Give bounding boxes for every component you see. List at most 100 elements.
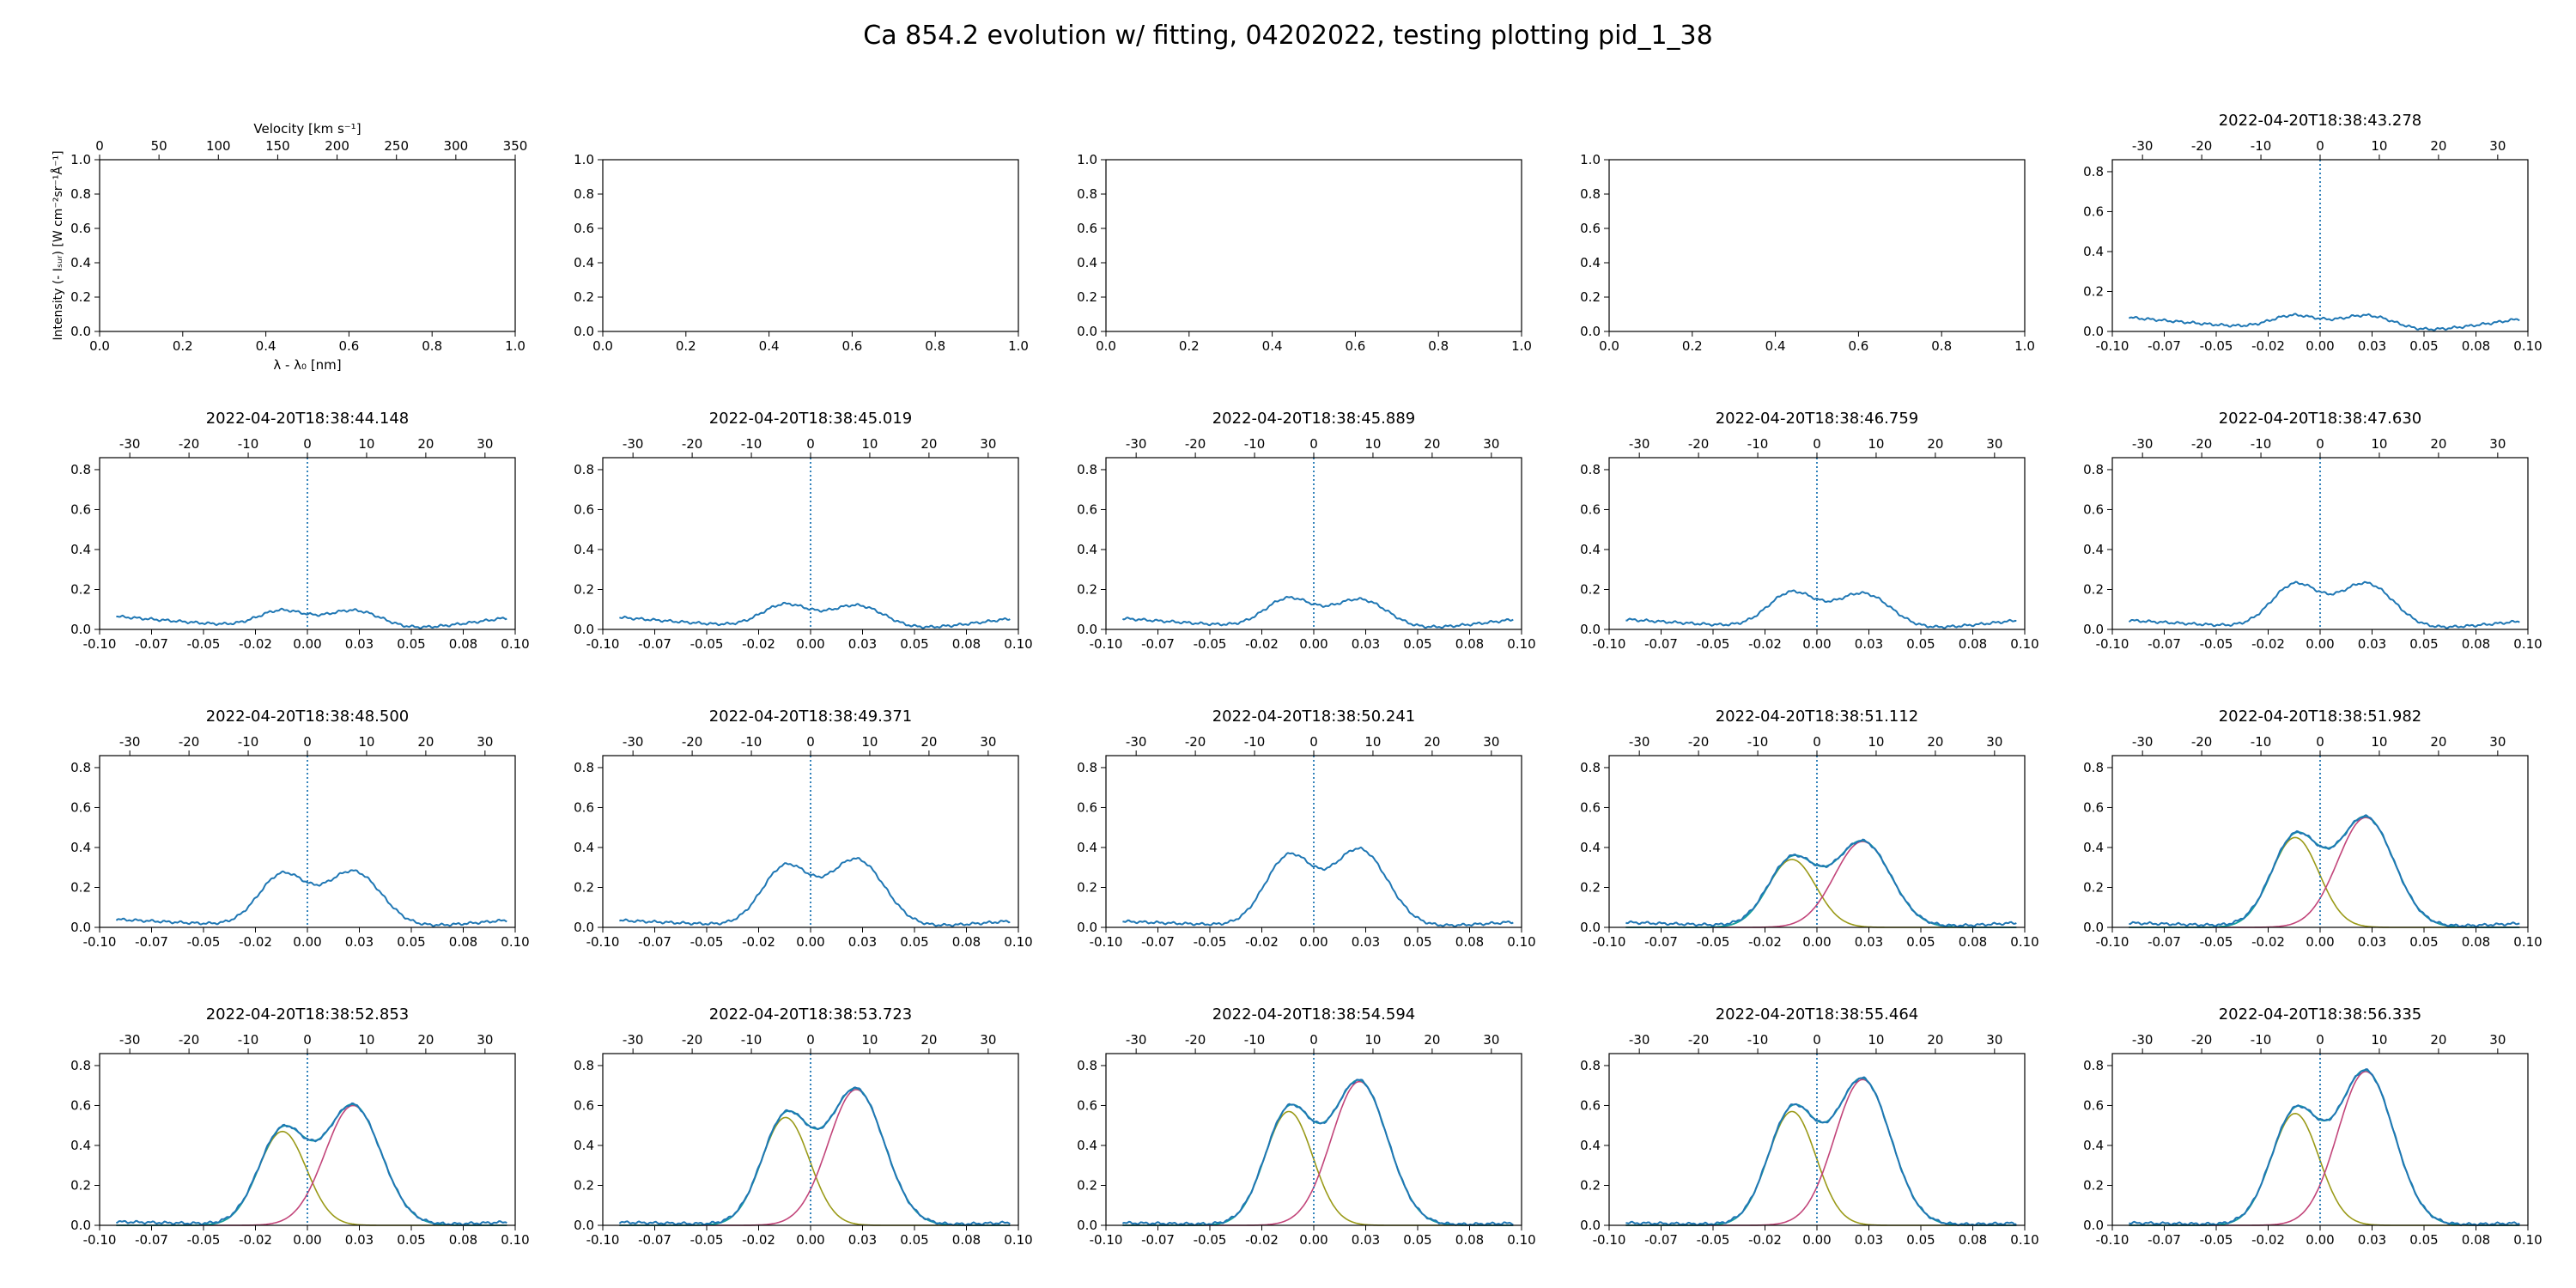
y-tick-label: 0.0 [2083,622,2104,637]
x-tick-label: -0.07 [638,636,671,652]
observed-profile [1625,1076,2017,1227]
top-tick-label: -10 [2251,1032,2272,1048]
x-tick-label: 0.10 [2513,1232,2542,1248]
y-tick-label: 0.4 [70,1138,91,1153]
top-tick-label: 30 [2489,734,2506,750]
y-tick-label: 0.0 [574,1218,594,1233]
subplot-7: -0.10 -0.07 -0.05 -0.02 0.00 0.03 0.05 0.08 0.10… [574,410,1033,652]
subplot-4: 0.0 0.2 0.4 0.6 0.8 1.0 0.0 0.2 0.4 0.6 0.8 1.0 [1580,152,2035,354]
y-tick-label: 0.2 [1580,879,1601,895]
y-tick-label: 0.2 [2083,581,2104,597]
x-tick-label: -0.05 [1194,636,1227,652]
top-tick-label: -10 [1244,734,1266,750]
subplot-6: -0.10 -0.07 -0.05 -0.02 0.00 0.03 0.05 0.08 0.10… [70,410,530,652]
x-tick-label: 0.10 [1507,636,1535,652]
y-tick-label: 0.8 [574,1058,594,1073]
top-tick-label: 20 [920,1032,937,1048]
y-tick-label: 0.4 [2083,244,2104,259]
x-tick-label: -0.02 [1245,636,1279,652]
x-tick-label: 0.4 [1765,338,1786,354]
x-tick-label: -0.10 [2096,1232,2129,1248]
top-tick-label: 30 [980,436,996,452]
x-tick-label: -0.02 [1245,1232,1279,1248]
x-tick-label: 0.6 [841,338,862,354]
top-tick-label: -20 [2191,734,2213,750]
x-tick-label: -0.05 [187,636,221,652]
top-tick-label: -30 [1126,436,1147,452]
x-tick-label: 0.6 [1345,338,1365,354]
top-tick-label: 10 [1868,734,1884,750]
top-tick-label: 30 [2489,436,2506,452]
top-tick-label: 350 [503,138,528,154]
x-tick-label: -0.10 [1593,934,1626,950]
y-tick-label: 0.4 [2083,1138,2104,1153]
top-tick-label: -30 [1629,436,1650,452]
x-tick-label: -0.02 [239,1232,272,1248]
y-tick-label: 0.4 [1580,840,1601,855]
x-tick-label: -0.05 [2200,934,2233,950]
y-tick-label: 0.0 [574,324,594,339]
fit-total [2129,815,2520,928]
axes-frame [1608,457,2026,630]
y-tick-label: 0.8 [70,186,91,202]
y-tick-label: 0.8 [574,462,594,477]
x-tick-label: 0.6 [338,338,359,354]
top-tick-label: -20 [2191,1032,2213,1048]
x-tick-label: 0.05 [2409,338,2438,354]
top-tick-label: 20 [2430,1032,2446,1048]
top-tick-label: -10 [238,436,259,452]
x-tick-label: 0.00 [293,934,321,950]
y-tick-label: 0.4 [2083,840,2104,855]
x-tick-label: -0.05 [690,636,724,652]
observed-profile [115,869,507,927]
x-tick-label: -0.07 [1141,636,1175,652]
y-tick-label: 0.4 [2083,542,2104,557]
x-tick-label: 1.0 [2014,338,2035,354]
x-tick-label: 0.03 [848,1232,877,1248]
x-tick-label: 1.0 [505,338,526,354]
y-tick-label: 0.2 [2083,1177,2104,1193]
fit-component-red [116,1104,507,1226]
fit-component-red [619,1089,1011,1226]
axes-frame [99,755,516,928]
y-tick-label: 0.0 [70,622,91,637]
y-tick-label: 0.8 [70,1058,91,1073]
x-tick-label: 0.08 [1959,934,1987,950]
axes: -0.10 -0.07 -0.05 -0.02 0.00 0.03 0.05 0.08 0.10… [574,1005,1033,1248]
subplot-16: -0.10 -0.07 -0.05 -0.02 0.00 0.03 0.05 0.08 0.10… [70,1005,530,1248]
y-tick-label: 0.0 [2083,1218,2104,1233]
axes: -0.10 -0.07 -0.05 -0.02 0.00 0.03 0.05 0.08 0.10… [70,410,530,652]
top-tick-label: -20 [1185,1032,1206,1048]
x-tick-label: -0.05 [2200,1232,2233,1248]
x-tick-label: 0.10 [2513,338,2542,354]
x-tick-label: 0.08 [449,1232,477,1248]
x-tick-label: 0.4 [1262,338,1283,354]
top-tick-label: 20 [2430,734,2446,750]
top-tick-label: -10 [1747,1032,1769,1048]
x-tick-label: -0.05 [690,934,724,950]
axes-frame [1608,159,2026,332]
subplot-10: -0.10 -0.07 -0.05 -0.02 0.00 0.03 0.05 0.08 0.10… [2083,410,2543,652]
x-tick-label: -0.05 [690,1232,724,1248]
top-tick-label: -10 [741,436,762,452]
fit-component-blue [2129,836,2520,928]
axes-frame [2111,159,2529,332]
x-tick-label: -0.07 [135,636,168,652]
observed-profile [1122,846,1514,928]
top-tick-label: 30 [2489,138,2506,154]
top-tick-label: -20 [682,734,703,750]
axes: 0.0 0.2 0.4 0.6 0.8 1.0 0.0 0.2 0.4 0.6 0.8 1.0 [1580,152,2035,354]
observed-profile [1625,838,2017,928]
axes-frame [602,755,1019,928]
x-tick-label: 0.05 [2409,1232,2438,1248]
subplot-title: 2022-04-20T18:38:53.723 [709,1005,913,1024]
y-tick-label: 0.6 [574,799,594,815]
x-tick-label: -0.10 [2096,636,2129,652]
x-tick-label: 0.00 [796,1232,824,1248]
top-tick-label: -30 [2132,1032,2154,1048]
subplot-18: -0.10 -0.07 -0.05 -0.02 0.00 0.03 0.05 0.08 0.10… [1077,1005,1536,1248]
x-tick-label: 0.8 [1931,338,1952,354]
x-tick-label: 0.08 [2462,338,2490,354]
x-tick-label: 0.8 [1428,338,1449,354]
x-tick-label: -0.05 [1194,1232,1227,1248]
